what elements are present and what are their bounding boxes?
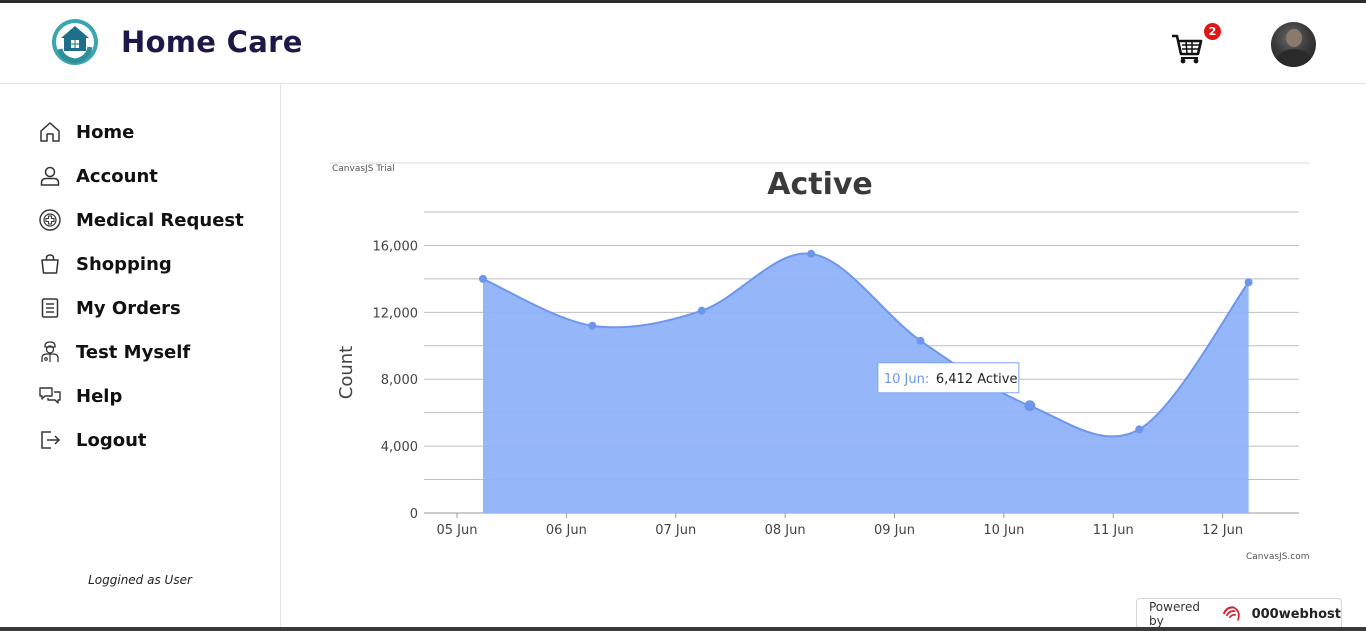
cart-icon[interactable] [1170,31,1204,65]
window-top-strip [0,0,1366,3]
chart-title: Active [767,167,873,202]
login-status-text: Loggined as User [88,573,192,587]
top-header: Home Care 2 [0,3,1366,84]
sidebar-item-label: Account [76,165,158,187]
sidebar-item-label: Medical Request [76,209,244,231]
chart-x-tick-label: 12 Jun [1202,523,1243,538]
chart-tooltip-value: 6,412 Active [936,372,1018,387]
chart-tooltip-box [877,362,1020,394]
chart-data-point [1024,400,1036,412]
logout-icon [41,431,61,449]
user-avatar[interactable] [1271,22,1316,67]
shopping-bag-icon [41,254,59,274]
app-title[interactable]: Home Care [121,25,303,59]
chart-x-tick-label: 07 Jun [655,523,696,538]
sidebar-item-logout[interactable]: Logout [38,425,147,455]
sidebar-item-label: Test Myself [76,341,191,363]
chart-x-tick-label: 09 Jun [874,523,915,538]
chart-y-tick-label: 0 [410,507,418,522]
chart-x-tick-label: 08 Jun [765,523,806,538]
avatar-head-shape [1286,29,1302,47]
chart-y-tick-label: 4,000 [381,440,418,455]
medical-plus-icon [39,209,61,231]
home-care-logo-icon[interactable] [50,17,100,67]
chart-area-fill [483,253,1249,514]
sidebar-item-account[interactable]: Account [38,161,158,191]
sidebar-item-label: Shopping [76,253,172,275]
chart-x-tick-label: 10 Jun [983,523,1024,538]
cart-count-badge: 2 [1204,23,1221,40]
chart-y-tick-label: 12,000 [373,306,419,321]
home-icon [40,122,60,142]
sidebar-item-label: Help [76,385,123,407]
powered-by-label: Powered by [1149,600,1201,628]
sidebar-item-test-myself[interactable]: Test Myself [38,337,190,367]
orders-document-icon [41,298,59,318]
chart-x-tick-label: 06 Jun [546,523,587,538]
avatar-body-shape [1277,49,1311,67]
chart-data-point [1135,425,1144,434]
sidebar-item-label: My Orders [76,297,181,319]
sidebar-item-label: Home [76,121,135,143]
chart-trial-label: CanvasJS Trial [332,164,395,174]
chart-credit-label[interactable]: CanvasJS.com [1246,552,1310,562]
sidebar-item-my-orders[interactable]: My Orders [38,293,181,323]
doctor-icon [41,341,59,362]
chart-data-point [697,306,706,315]
chart-y-tick-label: 16,000 [373,239,419,254]
chart-data-point [1244,278,1253,287]
chart-data-point [916,336,925,345]
sidebar-item-help[interactable]: Help [38,381,122,411]
host-logo-icon [1223,606,1241,621]
active-area-chart: Active 0 4,000 8,000 12,000 16,000 Count 05 Jun… [330,162,1310,538]
user-icon [40,166,60,186]
window-bottom-strip [0,627,1366,631]
chart-y-axis-label: Count [336,346,357,399]
chart-x-tick-label: 11 Jun [1093,523,1134,538]
chart-data-point [479,274,487,283]
chart-x-tick-label: 05 Jun [437,523,478,538]
sidebar: Home Account Medical Request Shopping My… [0,84,281,627]
powered-by-badge[interactable]: Powered by 000webhost [1136,598,1342,630]
chart-tooltip-date: 10 Jun: [884,372,929,387]
sidebar-item-label: Logout [76,429,147,451]
sidebar-item-medical-request[interactable]: Medical Request [38,205,244,235]
chart-data-point [588,321,597,330]
chart-y-tick-label: 8,000 [381,373,418,388]
sidebar-item-home[interactable]: Home [38,117,134,147]
chat-bubbles-icon [39,387,61,404]
host-name: 000webhost [1251,606,1341,622]
chart-data-point [807,249,816,258]
sidebar-item-shopping[interactable]: Shopping [38,249,172,279]
